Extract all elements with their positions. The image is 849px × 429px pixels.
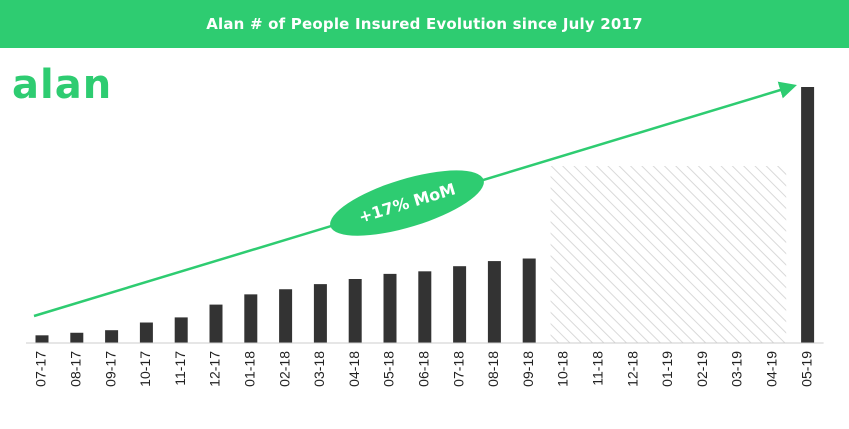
x-tick-label: 12-18 xyxy=(624,351,640,387)
x-tick-label: 03-18 xyxy=(311,351,327,387)
x-tick-label: 11-17 xyxy=(172,351,188,386)
x-tick-label: 01-18 xyxy=(242,351,258,387)
bar-10-17 xyxy=(139,322,153,343)
x-tick-label: 10-18 xyxy=(555,351,571,387)
x-tick-labels: 07-17 08-17 09-17 10-17 11-17 12-17 01-18 02-18… xyxy=(33,351,815,387)
x-tick-label: 08-17 xyxy=(68,351,84,387)
bar-08-17 xyxy=(70,332,84,343)
x-tick-label: 04-18 xyxy=(346,351,362,387)
bar-04-18 xyxy=(348,279,362,343)
trend-arrow xyxy=(33,81,797,318)
x-tick-label: 10-17 xyxy=(137,351,153,387)
bar-09-17 xyxy=(105,330,119,343)
projection-hatched-area xyxy=(550,166,787,343)
x-tick-label: 02-18 xyxy=(276,351,292,387)
x-tick-label: 07-18 xyxy=(450,351,466,387)
x-tick-label: 09-17 xyxy=(102,351,118,387)
chart-title: Alan # of People Insured Evolution since… xyxy=(206,15,643,33)
x-tick-label: 02-19 xyxy=(694,351,710,387)
bar-08-18 xyxy=(487,261,501,343)
x-tick-label: 03-19 xyxy=(729,351,745,387)
bars-group xyxy=(35,87,815,343)
bar-06-18 xyxy=(418,271,432,343)
x-tick-label: 11-18 xyxy=(590,351,606,386)
bar-05-19 xyxy=(801,87,815,343)
x-tick-label: 05-19 xyxy=(798,351,814,387)
x-tick-label: 04-19 xyxy=(764,351,780,387)
x-tick-label: 09-18 xyxy=(520,351,536,387)
alan-logo: alan xyxy=(12,62,113,108)
x-tick-label: 06-18 xyxy=(416,351,432,387)
bar-11-17 xyxy=(174,317,188,343)
x-tick-label: 07-17 xyxy=(33,351,49,387)
x-tick-label: 01-19 xyxy=(659,351,675,387)
bar-02-18 xyxy=(279,289,293,343)
bar-12-17 xyxy=(209,304,223,343)
x-tick-label: 12-17 xyxy=(207,351,223,387)
bar-05-18 xyxy=(383,273,397,343)
growth-badge: +17% MoM xyxy=(330,170,484,236)
bar-09-18 xyxy=(522,258,536,343)
bar-07-17 xyxy=(35,335,49,343)
growth-badge-background xyxy=(330,170,484,236)
x-tick-label: 05-18 xyxy=(381,351,397,387)
bar-01-18 xyxy=(244,294,258,343)
bar-03-18 xyxy=(313,284,327,343)
x-tick-label: 08-18 xyxy=(485,351,501,387)
bar-07-18 xyxy=(453,266,467,343)
chart-title-bar: Alan # of People Insured Evolution since… xyxy=(0,0,849,48)
